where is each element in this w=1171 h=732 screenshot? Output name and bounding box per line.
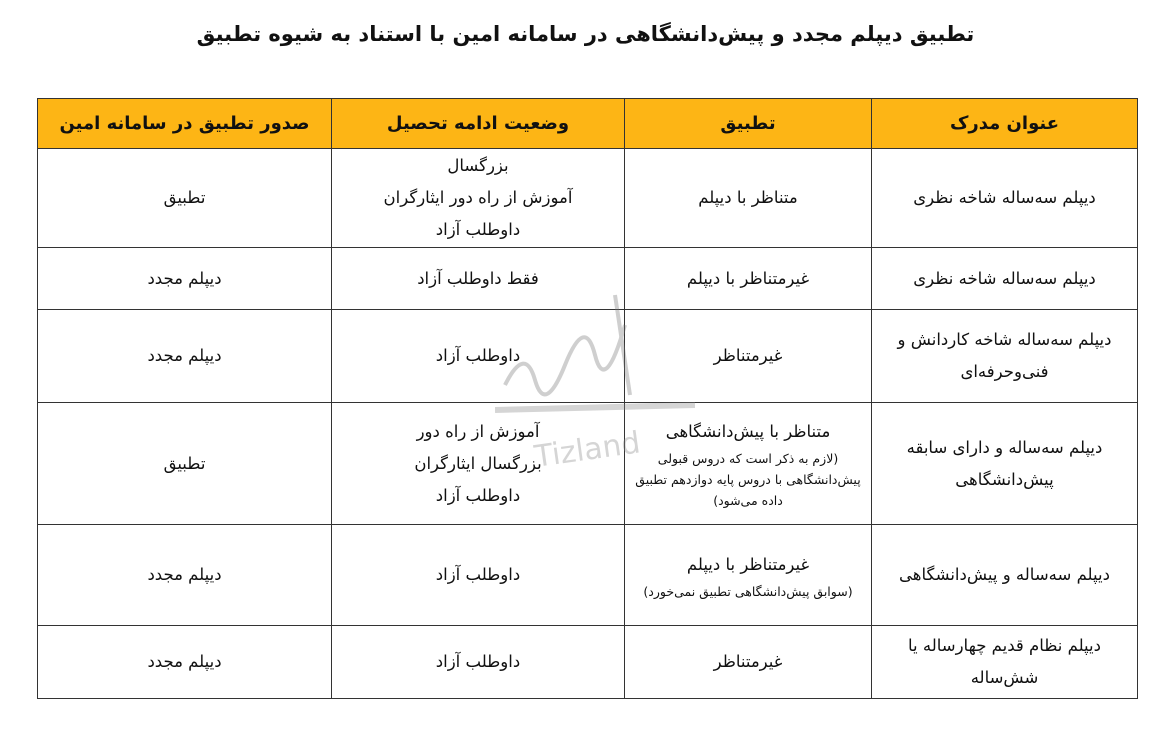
cell-degree: دیپلم سه‌ساله و دارای سابقه پیش‌دانشگاهی [871,402,1138,525]
table-row: دیپلم سه‌ساله شاخه نظری غیرمتناظر با دیپ… [37,247,1138,310]
status-line: داوطلب آزاد [435,652,521,671]
table-header-row: عنوان مدرک تطبیق وضعیت ادامه تحصیل صدور … [37,98,1138,149]
cell-issue: تطبیق [37,402,332,525]
degree-text: دیپلم سه‌ساله و پیش‌دانشگاهی [899,565,1110,584]
match-text: غیرمتناظر با دیپلم [686,268,810,288]
issue-text: دیپلم مجدد [147,565,222,584]
header-degree: عنوان مدرک [871,98,1138,149]
cell-status: داوطلب آزاد [331,524,625,626]
match-text: غیرمتناظر [713,346,783,365]
cell-match: متناظر با دیپلم [624,148,872,248]
degree-text: دیپلم نظام قدیم چهارساله یا شش‌ساله [908,636,1101,687]
degree-text: دیپلم سه‌ساله شاخه نظری [913,268,1096,288]
status-line: بزرگسال ایثارگران [414,453,542,473]
match-text: متناظر با پیش‌دانشگاهی [665,422,831,441]
header-status: وضعیت ادامه تحصیل [331,98,625,149]
cell-degree: دیپلم سه‌ساله شاخه کاردانش و فنی‌وحرفه‌ا… [871,309,1138,403]
table-row: دیپلم سه‌ساله و دارای سابقه پیش‌دانشگاهی… [37,402,1138,525]
degree-text: دیپلم سه‌ساله شاخه کاردانش و فنی‌وحرفه‌ا… [897,330,1112,381]
header-issue: صدور تطبیق در سامانه امین [37,98,332,149]
cell-match: غیرمتناظر [624,625,872,699]
cell-status: آموزش از راه دور بزرگسال ایثارگران داوطلب … [331,402,625,525]
cell-match: غیرمتناظر [624,309,872,403]
cell-match: غیرمتناظر با دیپلم (سوابق پیش‌دانشگاهی تط… [624,524,872,626]
cell-issue: دیپلم مجدد [37,247,332,310]
status-line: فقط داوطلب آزاد [417,268,539,288]
cell-degree: دیپلم سه‌ساله شاخه نظری [871,247,1138,310]
cell-status: بزرگسال آموزش از راه دور ایثارگران داوطلب … [331,148,625,248]
cell-degree: دیپلم نظام قدیم چهارساله یا شش‌ساله [871,625,1138,699]
status-line: داوطلب آزاد [435,485,521,505]
cell-issue: دیپلم مجدد [37,625,332,699]
status-line: داوطلب آزاد [435,565,521,584]
table-row: دیپلم نظام قدیم چهارساله یا شش‌ساله غیرم… [37,625,1138,699]
cell-match: غیرمتناظر با دیپلم [624,247,872,310]
status-line: داوطلب آزاد [435,220,521,239]
cell-issue: دیپلم مجدد [37,309,332,403]
table-row: دیپلم سه‌ساله و پیش‌دانشگاهی غیرمتناظر ب… [37,524,1138,626]
issue-text: دیپلم مجدد [147,346,222,365]
match-note: (سوابق پیش‌دانشگاهی تطبیق نمی‌خورد) [643,583,853,599]
cell-degree: دیپلم سه‌ساله شاخه نظری [871,148,1138,248]
status-line: داوطلب آزاد [435,346,521,365]
matching-table: عنوان مدرک تطبیق وضعیت ادامه تحصیل صدور … [37,98,1138,699]
cell-degree: دیپلم سه‌ساله و پیش‌دانشگاهی [871,524,1138,626]
degree-text: دیپلم سه‌ساله شاخه نظری [913,188,1096,207]
cell-status: فقط داوطلب آزاد [331,247,625,310]
header-match: تطبیق [624,98,872,149]
issue-text: دیپلم مجدد [147,652,222,671]
degree-text: دیپلم سه‌ساله و دارای سابقه پیش‌دانشگاهی [906,437,1103,489]
status-line: آموزش از راه دور [416,421,540,441]
status-line: بزرگسال [447,156,509,175]
issue-text: تطبیق [163,188,206,207]
match-text: متناظر با دیپلم [698,188,798,207]
status-line: آموزش از راه دور ایثارگران [383,188,573,207]
cell-match: متناظر با پیش‌دانشگاهی (لازم به ذکر است ک… [624,402,872,525]
match-text: غیرمتناظر با دیپلم [686,554,810,574]
cell-status: داوطلب آزاد [331,625,625,699]
table-row: دیپلم سه‌ساله شاخه کاردانش و فنی‌وحرفه‌ا… [37,309,1138,403]
issue-text: دیپلم مجدد [147,268,222,288]
cell-issue: دیپلم مجدد [37,524,332,626]
cell-status: داوطلب آزاد [331,309,625,403]
page-title: تطبیق دیپلم مجدد و پیش‌دانشگاهی در سامان… [196,22,975,46]
match-text: غیرمتناظر [713,652,783,671]
cell-issue: تطبیق [37,148,332,248]
match-note: (لازم به ذکر است که دروس قبولی پیش‌دانشگ… [635,451,861,508]
issue-text: تطبیق [163,453,206,473]
table-row: دیپلم سه‌ساله شاخه نظری متناظر با دیپلم … [37,148,1138,248]
